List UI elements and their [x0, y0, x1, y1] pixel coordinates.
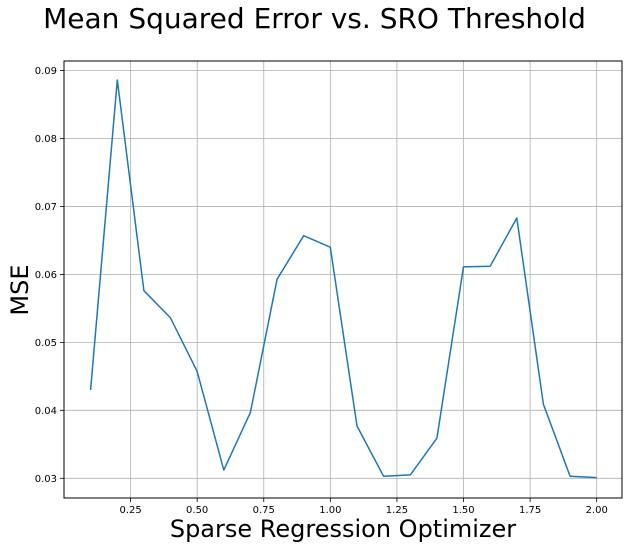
series-layer [89, 79, 597, 479]
grid [64, 61, 622, 498]
x-tick-label: 1.75 [519, 505, 541, 516]
y-axis-ticks: 0.03 0.04 0.05 0.06 0.07 0.08 0.09 [35, 66, 64, 485]
y-tick-label: 0.09 [35, 66, 57, 77]
plot-frame [63, 60, 623, 499]
y-tick-label: 0.08 [35, 134, 57, 145]
x-tick-label: 0.75 [253, 505, 275, 516]
x-tick-label: 1.00 [319, 505, 341, 516]
x-tick-label: 1.25 [386, 505, 408, 516]
y-tick-label: 0.07 [35, 202, 57, 213]
x-axis-ticks: 0.25 0.50 0.75 1.00 1.25 1.50 1.75 2.00 [119, 498, 608, 516]
y-tick-label: 0.04 [35, 406, 57, 417]
chart-title: Mean Squared Error vs. SRO Threshold [43, 2, 586, 35]
y-tick-label: 0.03 [35, 474, 57, 485]
y-axis-label: MSE [6, 264, 34, 316]
y-tick-label: 0.06 [35, 270, 57, 281]
x-axis-label: Sparse Regression Optimizer [169, 515, 517, 543]
y-tick-label: 0.05 [35, 338, 57, 349]
x-tick-label: 1.50 [452, 505, 474, 516]
series-line [89, 79, 597, 479]
x-tick-label: 0.25 [119, 505, 141, 516]
x-tick-label: 2.00 [586, 505, 608, 516]
x-tick-label: 0.50 [186, 505, 208, 516]
